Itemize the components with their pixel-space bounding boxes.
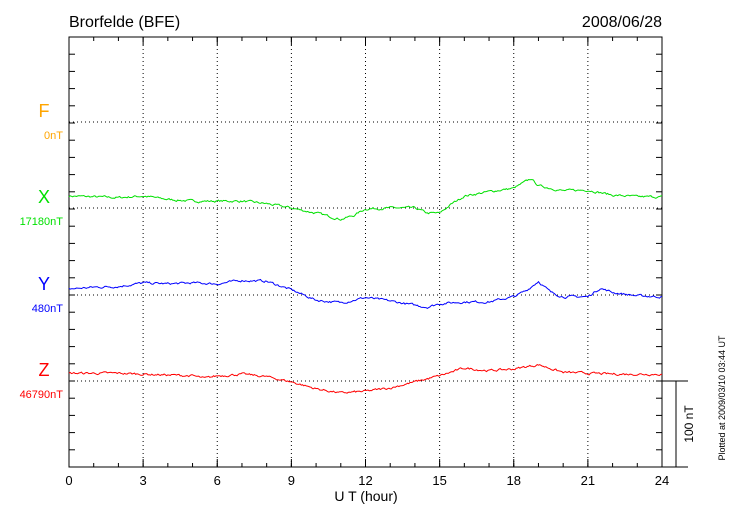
x-tick-label: 6 (214, 473, 221, 488)
x-tick-label: 15 (432, 473, 446, 488)
x-tick-label: 9 (288, 473, 295, 488)
scale-bar: 100 nT (662, 380, 696, 468)
series-line-z (68, 364, 663, 394)
x-tick-label: 0 (65, 473, 72, 488)
plotted-note: Plotted at 2009/03/10 03:44 UT (717, 335, 727, 461)
series-label-f: F (39, 101, 50, 121)
x-tick-label: 24 (655, 473, 669, 488)
baseline-label-x: 17180nT (20, 216, 64, 228)
baseline-label-z: 46790nT (20, 389, 64, 401)
baseline-label-y: 480nT (32, 303, 63, 315)
x-tick-label: 3 (140, 473, 147, 488)
chart-date: 2008/06/28 (582, 14, 662, 31)
series-line-y (68, 278, 663, 309)
x-tick-label: 12 (358, 473, 372, 488)
x-tick-label: 21 (581, 473, 595, 488)
series-group (68, 178, 663, 394)
x-tick-label: 18 (507, 473, 521, 488)
scale-bar-label: 100 nT (682, 405, 696, 443)
series-label-x: X (38, 187, 50, 207)
axes: 0 3 6 9 12 15 18 21 24 (65, 36, 669, 488)
series-labels: F 0nT X 17180nT Y 480nT Z 46790nT (20, 101, 64, 401)
grid (69, 37, 662, 467)
series-line-x (68, 178, 663, 221)
series-label-z: Z (39, 360, 50, 380)
chart-title: Brorfelde (BFE) (69, 14, 180, 31)
x-axis-label: U T (hour) (334, 488, 397, 504)
plot-frame (68, 36, 663, 468)
baseline-label-f: 0nT (44, 130, 63, 142)
series-label-y: Y (38, 274, 50, 294)
